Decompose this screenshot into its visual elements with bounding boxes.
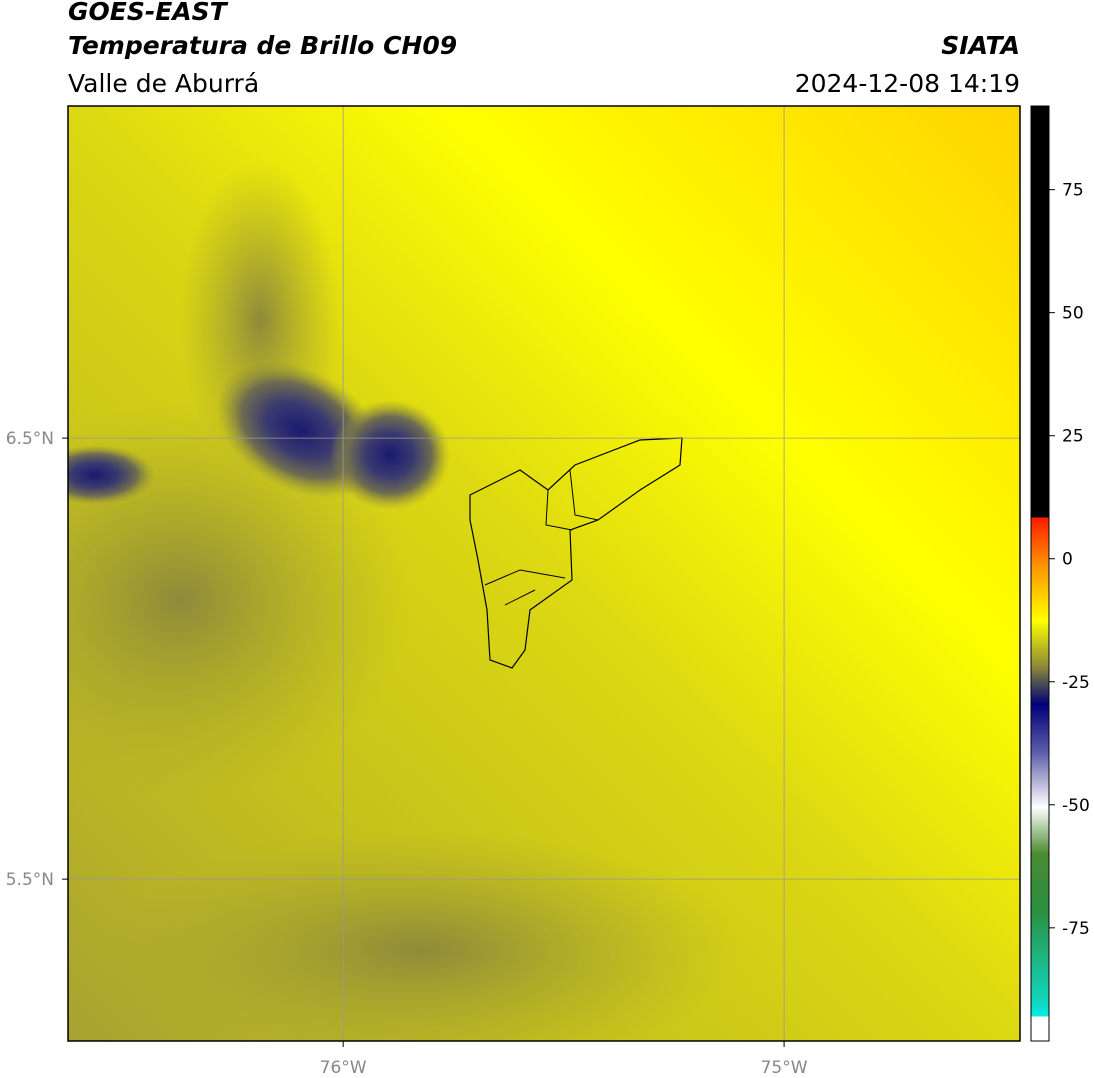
y-tick-label: 5.5°N [6, 870, 54, 890]
cloud-core [330, 400, 450, 510]
cloud-core [68, 445, 155, 505]
subtitle: Temperatura de Brillo CH09 [68, 31, 457, 60]
x-tick-label: 75°W [761, 1058, 808, 1078]
title: GOES-EAST [68, 0, 229, 26]
datetime: 2024-12-08 14:19 [795, 69, 1020, 98]
source: SIATA [941, 31, 1020, 60]
map-frame [67, 105, 1021, 1042]
colorbar-tick-label: 50 [1062, 304, 1084, 324]
y-tick-label: 6.5°N [6, 429, 54, 449]
colorbar [1030, 105, 1050, 1042]
colorbar-tick-label: 75 [1062, 181, 1084, 201]
municipality-boundaries [484, 469, 599, 606]
colorbar-tick-label: -75 [1062, 919, 1090, 939]
x-tick-label: 76°W [320, 1058, 367, 1078]
colorbar-tick-label: 25 [1062, 427, 1084, 447]
colorbar-tick-label: -25 [1062, 673, 1090, 693]
cloud-region [68, 400, 410, 800]
colorbar-tick-label: -50 [1062, 796, 1090, 816]
map-image [68, 106, 1020, 1041]
region: Valle de Aburrá [68, 69, 259, 98]
cloud-region [100, 830, 740, 1041]
grid [68, 106, 1020, 1041]
colorbar-tick-label: 0 [1062, 550, 1073, 570]
